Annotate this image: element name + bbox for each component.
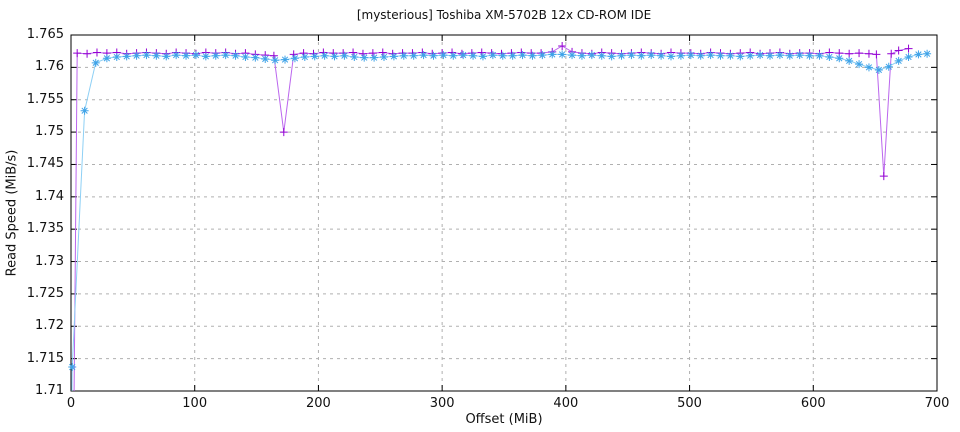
y-tick-label: 1.75: [35, 124, 64, 140]
y-tick-label: 1.76: [35, 59, 64, 75]
y-tick-label: 1.755: [26, 91, 64, 107]
y-tick-label: 1.745: [26, 156, 64, 172]
y-tick-label: 1.74: [35, 188, 64, 204]
chart-title: [mysterious] Toshiba XM-5702B 12x CD-ROM…: [356, 8, 652, 22]
series-line-plus: [73, 45, 909, 391]
y-tick-label: 1.725: [26, 285, 64, 301]
x-axis-title: Offset (MiB): [465, 412, 543, 427]
series-markers-asterisk: [68, 49, 932, 372]
plot-frame: [70, 34, 938, 392]
series-markers-plus: [73, 42, 913, 181]
y-tick-label: 1.735: [26, 221, 64, 237]
y-tick-label: 1.71: [35, 383, 64, 398]
x-tick-label: 400: [553, 396, 579, 411]
x-tick-label: 0: [66, 396, 76, 411]
y-tick-label: 1.73: [35, 253, 64, 269]
x-tick-label: 100: [182, 396, 208, 411]
y-tick-label: 1.72: [35, 318, 64, 334]
x-tick-label: 700: [924, 396, 950, 411]
series-line-asterisk: [71, 53, 928, 391]
x-tick-label: 500: [677, 396, 702, 411]
y-tick-label: 1.765: [26, 27, 64, 42]
x-tick-label: 600: [800, 396, 826, 411]
x-tick-label: 300: [429, 396, 455, 411]
y-tick-label: 1.715: [26, 350, 64, 366]
x-tick-label: 200: [306, 396, 331, 411]
